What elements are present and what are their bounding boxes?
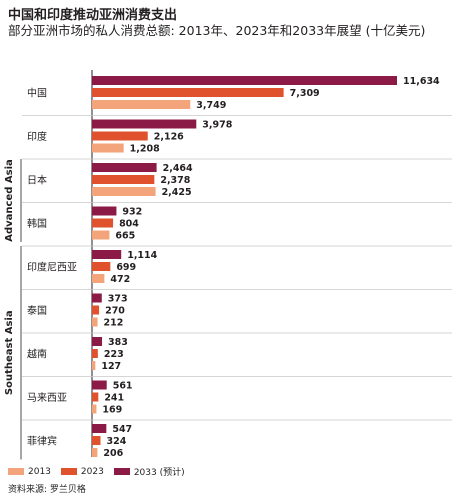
bar bbox=[92, 88, 284, 97]
legend-label-2013: 2013 bbox=[28, 466, 51, 477]
value-label: 561 bbox=[113, 381, 133, 392]
value-label: 2,378 bbox=[160, 175, 190, 186]
value-label: 2,464 bbox=[163, 163, 193, 174]
chart-subtitle: 部分亚洲市场的私人消费总额: 2013年、2023年和2033年展望 (十亿美元… bbox=[8, 23, 426, 38]
category-label: 菲律宾 bbox=[27, 435, 57, 448]
value-label: 383 bbox=[108, 337, 128, 348]
value-label: 206 bbox=[103, 448, 123, 459]
value-label: 223 bbox=[104, 349, 124, 360]
legend-item-2033: 2033 (预计) bbox=[113, 465, 185, 478]
bar bbox=[92, 218, 114, 228]
bar bbox=[92, 404, 97, 414]
value-label: 699 bbox=[116, 262, 136, 273]
bar bbox=[92, 436, 101, 445]
chart-title: 中国和印度推动亚洲消费支出 bbox=[8, 8, 178, 23]
bar bbox=[92, 392, 99, 402]
value-label: 373 bbox=[108, 294, 128, 305]
category-label: 泰国 bbox=[27, 304, 47, 317]
bar bbox=[92, 424, 107, 433]
value-label: 212 bbox=[104, 318, 124, 329]
bar bbox=[92, 274, 105, 283]
bar bbox=[92, 349, 98, 358]
bar bbox=[92, 187, 156, 196]
value-label: 472 bbox=[110, 274, 130, 285]
bar bbox=[92, 380, 107, 390]
legend-label-2033: 2033 (预计) bbox=[133, 468, 185, 478]
legend-item-2023: 2023 bbox=[60, 466, 104, 477]
bar bbox=[92, 143, 124, 153]
bar bbox=[92, 337, 103, 346]
bar bbox=[92, 305, 100, 315]
group-advanced-asia-label: Advanced Asia bbox=[4, 159, 15, 242]
group-southeast-asia-label: Southeast Asia bbox=[4, 310, 15, 395]
legend-item-2013: 2013 bbox=[8, 467, 51, 477]
bar bbox=[92, 100, 191, 109]
legend-label-2023: 2023 bbox=[80, 466, 104, 477]
bar bbox=[92, 361, 96, 370]
bar bbox=[92, 230, 110, 240]
value-label: 3,978 bbox=[202, 120, 232, 131]
legend-swatch-2033 bbox=[113, 468, 130, 475]
category-label: 马来西亚 bbox=[27, 392, 67, 404]
legend-swatch-2023 bbox=[60, 468, 77, 475]
value-label: 932 bbox=[122, 207, 142, 218]
value-label: 1,114 bbox=[127, 250, 157, 261]
legend: 2013 2023 2033 (预计) bbox=[8, 465, 185, 478]
category-label: 日本 bbox=[27, 174, 47, 187]
value-label: 2,425 bbox=[162, 187, 192, 198]
category-label: 印度 bbox=[27, 130, 47, 143]
value-label: 665 bbox=[115, 231, 135, 242]
bar bbox=[92, 206, 117, 216]
bar bbox=[92, 131, 148, 141]
bar bbox=[92, 250, 122, 259]
bar bbox=[92, 76, 397, 85]
value-label: 804 bbox=[119, 219, 139, 230]
bar bbox=[92, 448, 98, 457]
category-label: 越南 bbox=[27, 348, 47, 361]
value-label: 7,309 bbox=[290, 88, 320, 99]
bar bbox=[92, 262, 111, 271]
source-note: 资料来源: 罗兰贝格 bbox=[8, 485, 86, 495]
value-label: 241 bbox=[104, 393, 124, 404]
value-label: 324 bbox=[106, 436, 126, 447]
value-label: 169 bbox=[102, 405, 122, 416]
bar bbox=[92, 175, 155, 184]
category-label: 中国 bbox=[27, 87, 47, 100]
value-label: 11,634 bbox=[403, 76, 440, 87]
value-label: 1,208 bbox=[130, 144, 160, 155]
legend-swatch-2013 bbox=[8, 468, 24, 475]
bar bbox=[92, 163, 157, 172]
bar bbox=[92, 317, 98, 327]
bar bbox=[92, 293, 102, 303]
value-label: 270 bbox=[105, 306, 125, 317]
category-label: 印度尼西亚 bbox=[27, 261, 77, 274]
value-label: 127 bbox=[101, 361, 121, 372]
value-label: 3,749 bbox=[196, 100, 226, 111]
value-label: 547 bbox=[112, 424, 132, 435]
bar bbox=[92, 119, 197, 129]
category-label: 韩国 bbox=[27, 217, 47, 230]
value-label: 2,126 bbox=[154, 132, 184, 143]
